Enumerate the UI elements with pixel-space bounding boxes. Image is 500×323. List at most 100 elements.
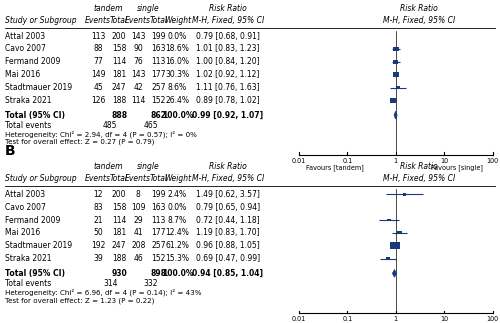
Text: 12.4%: 12.4% — [166, 228, 190, 237]
Text: 163: 163 — [151, 45, 166, 54]
Text: Study or Subgroup: Study or Subgroup — [5, 16, 76, 25]
Text: Weight: Weight — [164, 16, 191, 25]
Text: Risk Ratio: Risk Ratio — [209, 4, 247, 13]
Text: 247: 247 — [112, 83, 126, 92]
Bar — [397, 231, 402, 234]
Polygon shape — [394, 111, 397, 119]
Text: Favours [tandem]: Favours [tandem] — [306, 165, 364, 171]
Text: 42: 42 — [134, 83, 143, 92]
Text: Total: Total — [150, 16, 168, 25]
Text: 0.99 [0.92, 1.07]: 0.99 [0.92, 1.07] — [192, 111, 264, 120]
Text: 8: 8 — [136, 190, 140, 199]
Text: 61.2%: 61.2% — [166, 241, 190, 250]
Text: Mai 2016: Mai 2016 — [5, 70, 40, 79]
Text: 314: 314 — [103, 279, 118, 288]
Bar — [402, 193, 406, 195]
Text: 76: 76 — [134, 57, 143, 66]
Text: 88: 88 — [94, 45, 103, 54]
Bar — [387, 219, 391, 222]
Text: 0.89 [0.78, 1.02]: 0.89 [0.78, 1.02] — [196, 96, 260, 105]
Bar — [386, 257, 390, 260]
Text: single: single — [137, 162, 160, 172]
Text: 90: 90 — [134, 45, 143, 54]
Text: 200: 200 — [112, 190, 126, 199]
Text: 21: 21 — [94, 215, 103, 224]
Text: 930: 930 — [112, 269, 127, 278]
Text: 192: 192 — [91, 241, 106, 250]
Text: M-H, Fixed, 95% CI: M-H, Fixed, 95% CI — [383, 16, 455, 25]
Text: Weight: Weight — [164, 174, 191, 183]
Text: 10: 10 — [440, 316, 448, 322]
Text: Stadtmauer 2019: Stadtmauer 2019 — [5, 83, 72, 92]
Text: Heterogeneity: Chi² = 6.96, df = 4 (P = 0.14); I² = 43%: Heterogeneity: Chi² = 6.96, df = 4 (P = … — [5, 289, 202, 296]
Text: 113: 113 — [151, 215, 166, 224]
Text: Events: Events — [126, 174, 152, 183]
Text: Total (95% CI): Total (95% CI) — [5, 269, 65, 278]
Text: 177: 177 — [151, 228, 166, 237]
Text: Test for overall effect: Z = 0.27 (P = 0.79): Test for overall effect: Z = 0.27 (P = 0… — [5, 139, 154, 145]
Text: Total: Total — [110, 16, 128, 25]
Text: 898: 898 — [150, 269, 166, 278]
Bar — [390, 242, 400, 249]
Text: 0.1: 0.1 — [342, 158, 352, 163]
Text: 200: 200 — [112, 32, 126, 41]
Text: 10: 10 — [440, 158, 448, 163]
Text: 0.69 [0.47, 0.99]: 0.69 [0.47, 0.99] — [196, 254, 260, 263]
Text: 39: 39 — [93, 254, 103, 263]
Text: 1: 1 — [394, 158, 398, 163]
Text: Cavo 2007: Cavo 2007 — [5, 45, 46, 54]
Text: 332: 332 — [144, 279, 158, 288]
Text: Total: Total — [150, 174, 168, 183]
Text: tandem: tandem — [94, 162, 124, 172]
Text: 199: 199 — [151, 32, 166, 41]
Text: 158: 158 — [112, 203, 126, 212]
Text: 0.1: 0.1 — [342, 316, 352, 322]
Text: 0.79 [0.68, 0.91]: 0.79 [0.68, 0.91] — [196, 32, 260, 41]
Text: 8.6%: 8.6% — [168, 83, 187, 92]
Text: Total (95% CI): Total (95% CI) — [5, 111, 65, 120]
Text: M-H, Fixed, 95% CI: M-H, Fixed, 95% CI — [383, 174, 455, 183]
Text: 0.01: 0.01 — [292, 158, 306, 163]
Text: 46: 46 — [134, 254, 143, 263]
Text: Straka 2021: Straka 2021 — [5, 254, 52, 263]
Text: 15.3%: 15.3% — [166, 254, 190, 263]
Text: Events: Events — [85, 16, 111, 25]
Text: 1.49 [0.62, 3.57]: 1.49 [0.62, 3.57] — [196, 190, 260, 199]
Text: 0.72 [0.44, 1.18]: 0.72 [0.44, 1.18] — [196, 215, 260, 224]
Text: 485: 485 — [103, 121, 118, 130]
Text: Total events: Total events — [5, 279, 52, 288]
Text: 29: 29 — [134, 215, 143, 224]
Text: 1.19 [0.83, 1.70]: 1.19 [0.83, 1.70] — [196, 228, 260, 237]
Text: M-H, Fixed, 95% CI: M-H, Fixed, 95% CI — [192, 16, 264, 25]
Text: 199: 199 — [151, 190, 166, 199]
Text: Straka 2021: Straka 2021 — [5, 96, 52, 105]
Bar — [390, 98, 396, 102]
Polygon shape — [392, 270, 396, 277]
Text: 888: 888 — [111, 111, 127, 120]
Text: 100.0%: 100.0% — [162, 269, 193, 278]
Text: 257: 257 — [151, 83, 166, 92]
Text: Total events: Total events — [5, 121, 52, 130]
Text: 465: 465 — [143, 121, 158, 130]
Text: Heterogeneity: Chi² = 2.94, df = 4 (P = 0.57); I² = 0%: Heterogeneity: Chi² = 2.94, df = 4 (P = … — [5, 130, 197, 138]
Text: Test for overall effect: Z = 1.23 (P = 0.22): Test for overall effect: Z = 1.23 (P = 0… — [5, 297, 154, 304]
Bar — [396, 86, 400, 89]
Text: Cavo 2007: Cavo 2007 — [5, 203, 46, 212]
Text: 208: 208 — [131, 241, 146, 250]
Text: 257: 257 — [151, 241, 166, 250]
Text: M-H, Fixed, 95% CI: M-H, Fixed, 95% CI — [192, 174, 264, 183]
Text: Study or Subgroup: Study or Subgroup — [5, 174, 76, 183]
Text: 181: 181 — [112, 70, 126, 79]
Text: 30.3%: 30.3% — [166, 70, 190, 79]
Text: 188: 188 — [112, 96, 126, 105]
Text: 100: 100 — [486, 316, 498, 322]
Text: 247: 247 — [112, 241, 126, 250]
Text: 41: 41 — [134, 228, 143, 237]
Text: 158: 158 — [112, 45, 126, 54]
Text: Risk Ratio: Risk Ratio — [400, 162, 438, 172]
Text: Risk Ratio: Risk Ratio — [400, 4, 438, 13]
Text: Events: Events — [126, 16, 152, 25]
Text: 143: 143 — [131, 70, 146, 79]
Text: 8.7%: 8.7% — [168, 215, 187, 224]
Bar — [394, 47, 398, 51]
